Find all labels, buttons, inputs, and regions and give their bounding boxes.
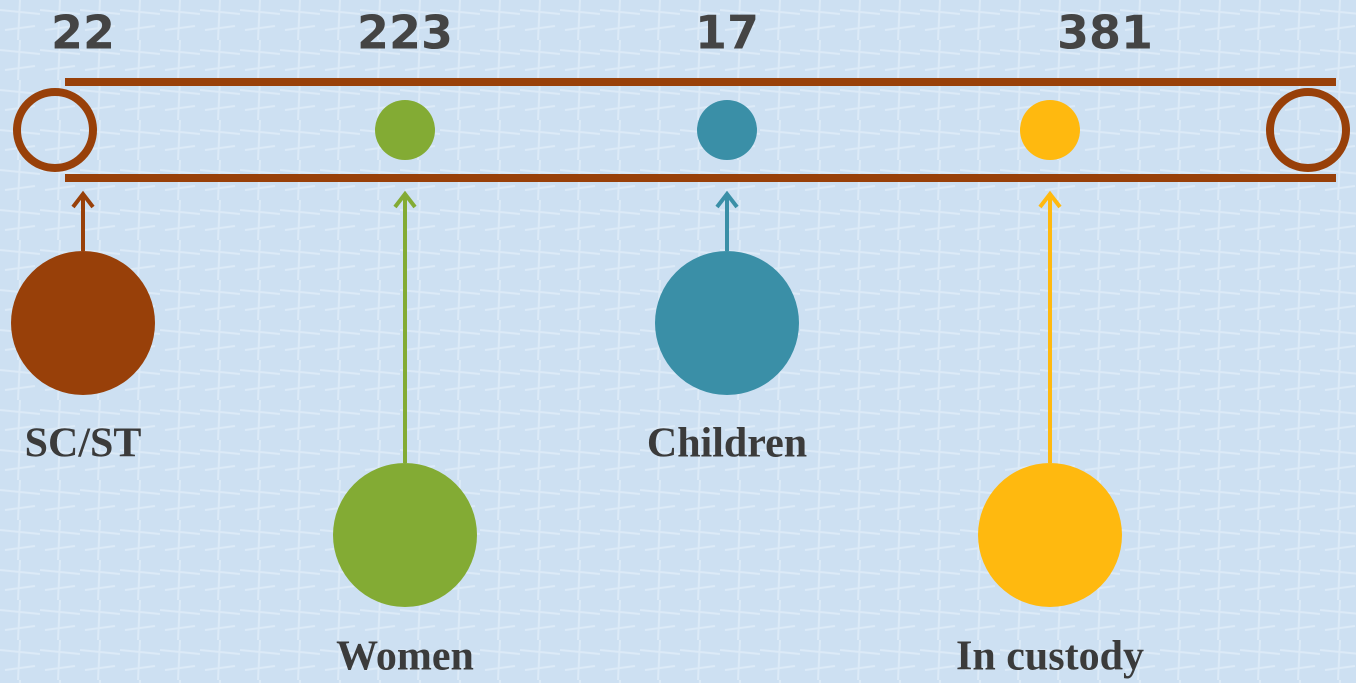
label: Children [647,421,807,467]
label: SC/ST [25,421,142,467]
marker-circle [11,251,155,395]
track-end [1266,88,1350,172]
track-dot [1020,100,1080,160]
track-dot [375,100,435,160]
track-dot [697,100,757,160]
track-start [13,88,97,172]
number: 22 [51,6,115,60]
marker-circle [978,463,1122,607]
label: In custody [956,634,1144,680]
number: 381 [1057,6,1153,60]
number: 223 [357,6,453,60]
marker-circle [333,463,477,607]
arrow-head [393,190,417,209]
arrow-head [71,190,95,209]
marker-circle [655,251,799,395]
label: Women [336,634,474,680]
arrow-head [715,190,739,209]
number: 17 [695,6,759,60]
arrow-head [1038,190,1062,209]
